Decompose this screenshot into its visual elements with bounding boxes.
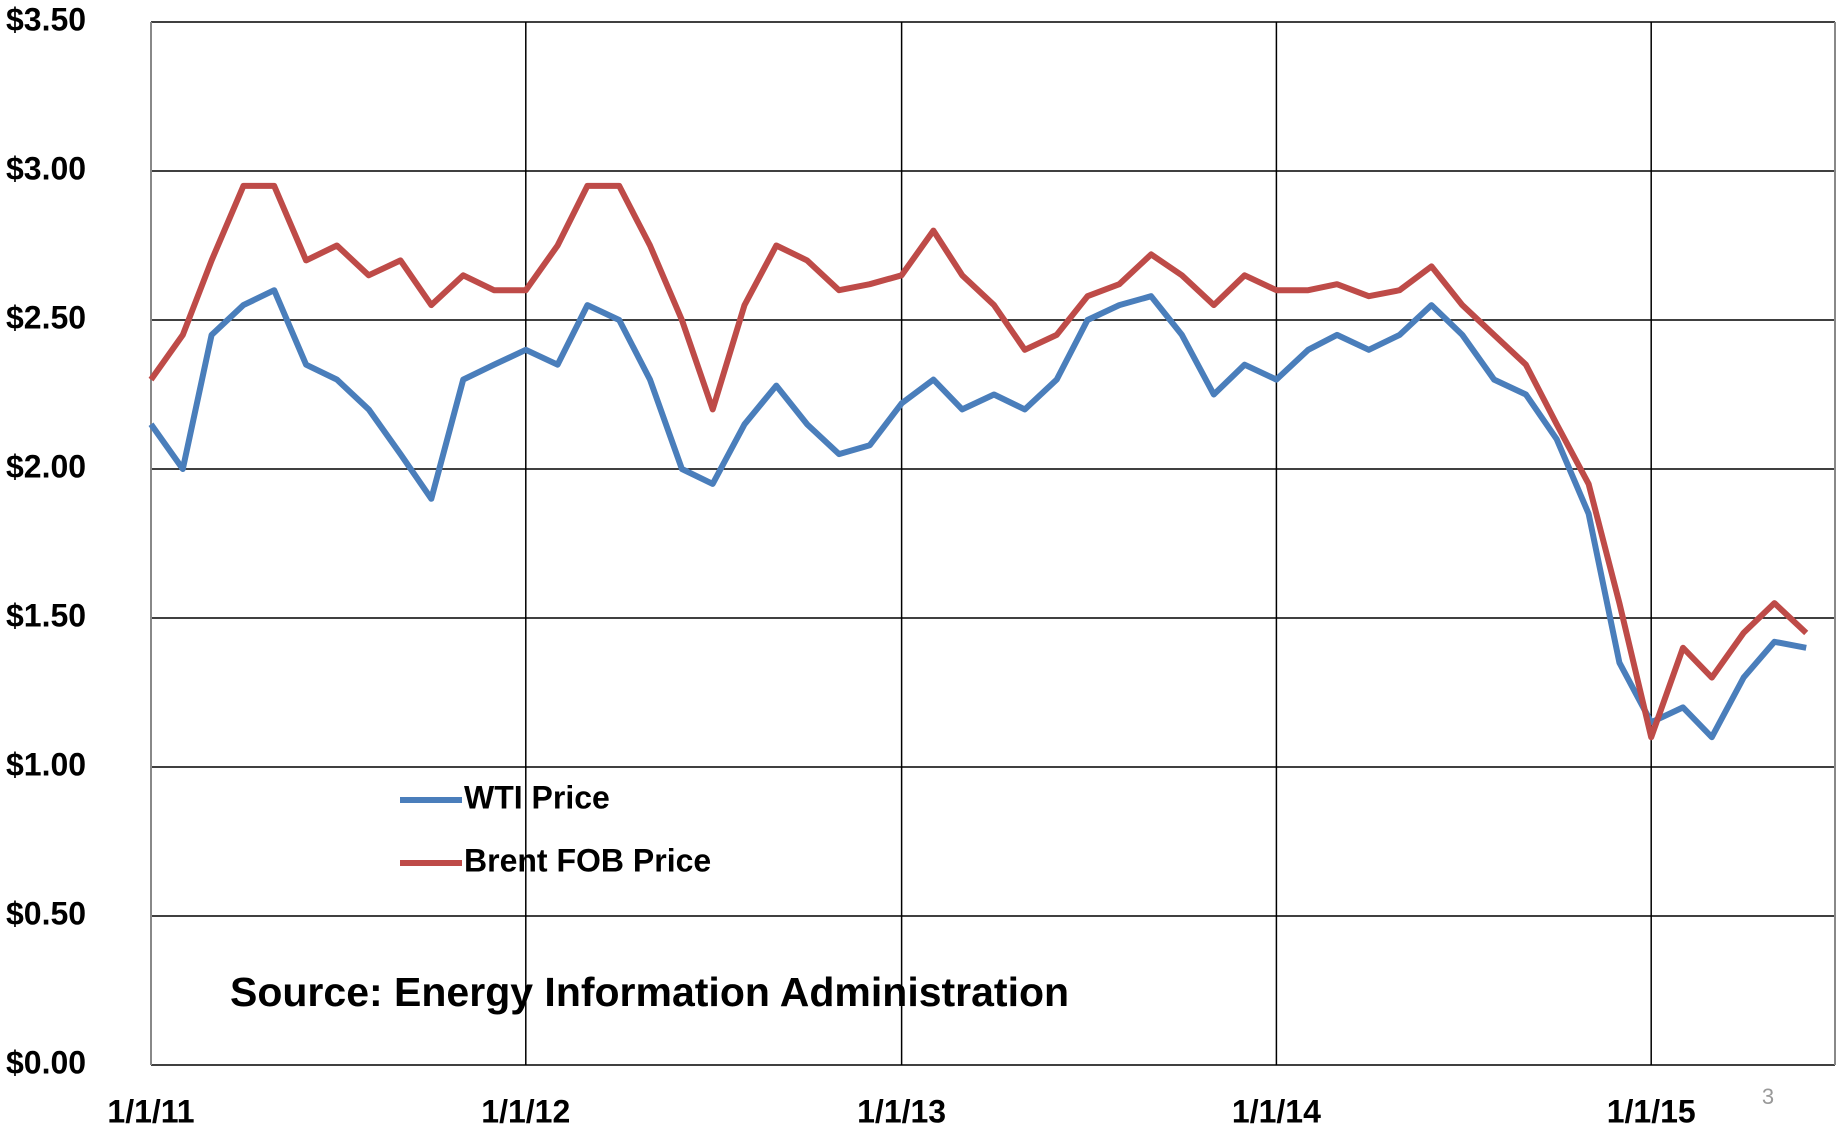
- series-line: [148, 182, 1809, 741]
- series-line: [148, 287, 1807, 741]
- x-tick-label: 1/1/14: [1232, 1093, 1321, 1128]
- x-tick-label: 1/1/13: [857, 1093, 946, 1128]
- x-tick-label: 1/1/15: [1607, 1093, 1696, 1128]
- legend-label: Brent FOB Price: [464, 842, 711, 878]
- legend-label: WTI Price: [464, 779, 610, 815]
- y-tick-label: $3.50: [6, 1, 86, 37]
- y-tick-label: $0.00: [6, 1044, 86, 1080]
- y-tick-label: $1.50: [6, 597, 86, 633]
- y-tick-label: $1.00: [6, 746, 86, 782]
- annotation: Source: Energy Information Administratio…: [230, 969, 1069, 1015]
- y-tick-label: $2.00: [6, 448, 86, 484]
- x-tick-label: 1/1/11: [107, 1093, 194, 1128]
- y-tick-label: $3.00: [6, 150, 86, 186]
- page-number: 3: [1762, 1084, 1774, 1109]
- y-tick-label: $2.50: [6, 299, 86, 335]
- plot: $0.00 $0.50 $1.00 $1.50 $2.00 $2.50 $3.00 $3.50…: [6, 1, 1836, 1128]
- y-tick-label: $0.50: [6, 895, 86, 931]
- x-tick-label: 1/1/12: [481, 1093, 570, 1128]
